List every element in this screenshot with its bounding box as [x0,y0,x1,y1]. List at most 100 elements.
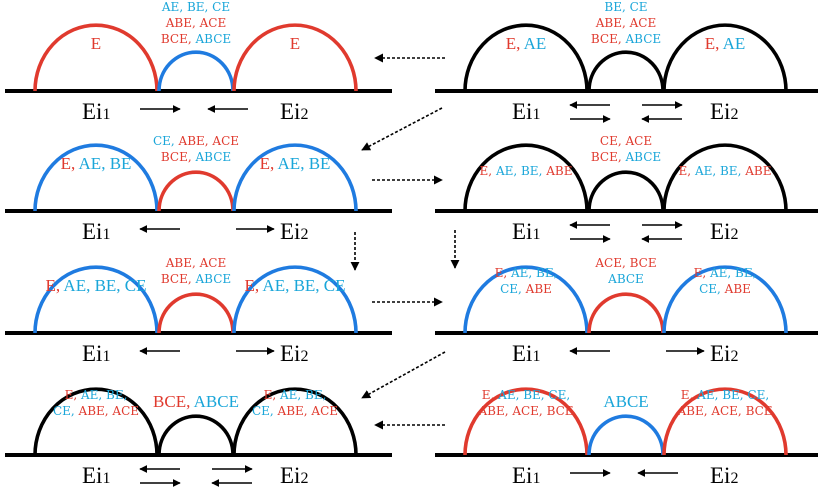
panel-6: E, AE, BE, CE, ABE E, AE, BE, CE, ABE ACE, B… [435,256,818,366]
right-arc-label-line: E, AE, BE, CE, [681,388,769,402]
right-arc-label-text: AE, BE, [709,266,756,280]
middle-arc-label-text: BCE, [161,272,196,286]
left-arc [463,265,589,334]
panel-7: E, AE, BE, CE, ABE, ACE E, AE, BE, CE, ABE,… [5,387,392,488]
left-arc-label-text: ABE, ACE [78,404,139,418]
right-arc-label-line: E [290,34,300,53]
middle-arc-label-line: ACE, BCE [594,256,656,270]
middle-arc-label-line: BCE, ABCE [161,150,231,164]
left-node-label: Ei1 [512,341,540,366]
right-arc-label-text: E, [694,266,710,280]
right-arc-label-text: AE [723,34,746,53]
right-node-label: Ei2 [710,219,738,244]
right-arc-label-text: AE, BE, CE, [696,388,769,402]
left-arc [33,265,159,334]
left-arc-label-line: CE, ABE [500,282,552,296]
panel-connector-arrow [361,107,443,151]
middle-arc-label-line: AE, BE, CE [161,0,230,14]
right-arc [662,387,788,456]
middle-arc-label-text: ABCE [603,392,648,411]
left-node-label: Ei1 [512,463,540,488]
middle-arc-label-line: BCE, ABCE [591,32,661,46]
middle-arc-label-text: BCE, [161,150,196,164]
middle-arc-label-text: ABE, ACE [178,134,239,148]
left-arc-label-line: E, AE, BE, [65,388,128,402]
right-arc-label-line: E, AE [705,34,746,53]
middle-arc [157,50,235,92]
left-arc-label-line: E, AE, BE, [495,266,558,280]
middle-arc-label-text: ACE, BCE [594,256,656,270]
middle-arc-label-line: ABE, ACE [165,256,226,270]
right-arc-label-text: AE, BE [278,154,331,173]
middle-arc-label-text: ABCE [194,150,231,164]
right-arc-label-line: CE, ABE [699,282,751,296]
right-node-label: Ei2 [710,99,738,124]
middle-arc-label-line: ABE, ACE [165,16,226,30]
left-arc-label-text: E, [506,34,524,53]
middle-arc-label-text: ABCE [624,32,661,46]
middle-arc [587,50,665,92]
left-arc-label-text: E, [482,388,498,402]
middle-arc-label-line: ABCE [603,392,648,411]
left-arc-label-text: E, [495,266,511,280]
middle-arc-label-line: ABE, ACE [595,16,656,30]
left-arc-label-text: E, [65,388,81,402]
left-arc-label-text: E, [61,154,79,173]
left-node-label: Ei1 [82,219,110,244]
right-arc-label-text: E, [244,276,262,295]
right-arc-label-text: ABE, ACE [277,404,338,418]
right-arc [662,23,788,92]
left-arc [463,387,589,456]
right-arc-label-text: CE, [699,282,725,296]
middle-arc [587,170,665,212]
left-arc-label-text: ABE, ACE, BCE [477,404,573,418]
left-arc-label-text: E, [45,276,63,295]
right-arc-label-text: E [290,34,300,53]
right-arc [662,265,788,334]
left-arc-label-text: ABE [545,164,572,178]
middle-arc-label-text: ABE, ACE [595,16,656,30]
right-arc-label-line: E, AE, BE, ABE [679,164,772,178]
right-arc-label-text: AE, BE, [279,388,326,402]
middle-arc-label-line: BE, CE [604,0,647,14]
right-arc [232,143,358,212]
right-arc-label-line: E, AE, BE, [694,266,757,280]
middle-arc-label-text: BE, CE [604,0,647,14]
middle-arc [587,292,665,334]
left-node-label: Ei1 [512,219,540,244]
right-node-label: Ei2 [280,463,308,488]
right-arc [232,265,358,334]
middle-arc-label-text: ABCE [624,150,661,164]
left-arc-label-text: CE, [500,282,526,296]
right-arc-label-line: E, AE, BE, [264,388,327,402]
left-arc-label-line: E, AE [506,34,547,53]
middle-arc-label-text: BCE, [153,392,194,411]
left-node-label: Ei1 [82,341,110,366]
left-arc-label-line: ABE, ACE, BCE [477,404,573,418]
right-arc-label-text: ABE, ACE, BCE [676,404,772,418]
left-arc-label-text: AE, BE, [510,266,557,280]
left-arc [463,23,589,92]
right-arc-label-text: E, [264,388,280,402]
right-arc [232,23,358,92]
right-arc-label-text: ABE [744,164,771,178]
left-arc-label-text: AE, BE, CE [63,276,146,295]
right-arc-label-line: CE, ABE, ACE [252,404,338,418]
left-arc-label-text: ABE [525,282,552,296]
middle-arc-label-line: CE, ACE [600,134,652,148]
left-arc-label-text: AE, BE, [495,164,546,178]
left-arc-label-line: E, AE, BE [61,154,132,173]
right-arc-label-line: ABE, ACE, BCE [676,404,772,418]
middle-arc-label-line: BCE, ABCE [153,392,239,411]
left-arc-label-text: AE, BE [79,154,132,173]
middle-arc-label-text: CE, ACE [600,134,652,148]
right-arc [662,143,788,212]
middle-arc-label-text: ABCE [194,32,231,46]
left-arc [463,143,589,212]
middle-arc-label-text: BCE, [591,32,626,46]
left-arc-label-text: CE, [53,404,79,418]
